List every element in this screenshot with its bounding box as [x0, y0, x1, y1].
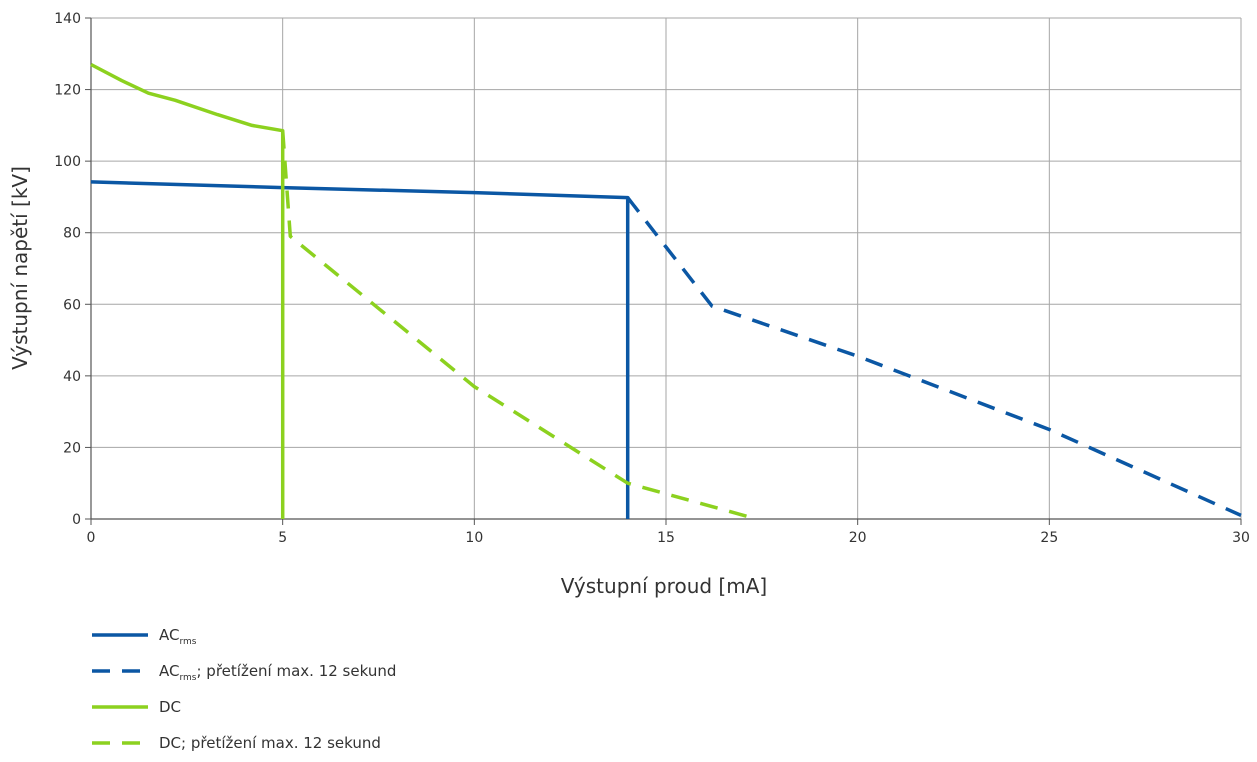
tick-labels: 0 20 40 60 80 100 120 140 0 5 10 15 20 25 30: [54, 11, 1250, 546]
legend-label: DC; přetížení max. 12 sekund: [159, 734, 381, 752]
legend-item: DC; přetížení max. 12 sekund: [92, 734, 381, 752]
x-tick-label: 15: [657, 530, 675, 546]
series-line-2: [626, 196, 1242, 517]
x-axis-title: Výstupní proud [mA]: [561, 574, 767, 598]
x-tick-label: 20: [849, 530, 867, 546]
y-axis-title: Výstupní napětí [kV]: [8, 166, 32, 370]
y-tick-label: 140: [54, 11, 81, 27]
legend-item: ACrms: [92, 626, 197, 647]
y-tick-label: 100: [54, 154, 81, 170]
y-tick-label: 0: [72, 512, 81, 528]
x-tick-label: 10: [465, 530, 483, 546]
legend-item: DC: [92, 698, 181, 716]
x-tick-label: 0: [87, 530, 96, 546]
legend: ACrms ACrms; přetížení max. 12 sekund DC DC…: [92, 626, 396, 752]
series-lines: [90, 62, 1242, 519]
y-tick-label: 120: [54, 83, 81, 99]
x-tick-label: 30: [1232, 530, 1250, 546]
y-tick-label: 80: [63, 226, 81, 242]
legend-label: ACrms; přetížení max. 12 sekund: [159, 662, 396, 683]
x-tick-label: 5: [278, 530, 287, 546]
series-line-1: [90, 180, 630, 519]
grid: [90, 17, 1242, 520]
legend-label: ACrms: [159, 626, 197, 647]
y-tick-label: 60: [63, 297, 81, 313]
series-line-4: [280, 130, 751, 519]
legend-item: ACrms; přetížení max. 12 sekund: [92, 662, 396, 683]
y-tick-label: 20: [63, 440, 81, 456]
y-tick-label: 40: [63, 369, 81, 385]
series-line-3: [90, 62, 285, 519]
x-tick-label: 25: [1040, 530, 1058, 546]
legend-label: DC: [159, 698, 181, 716]
